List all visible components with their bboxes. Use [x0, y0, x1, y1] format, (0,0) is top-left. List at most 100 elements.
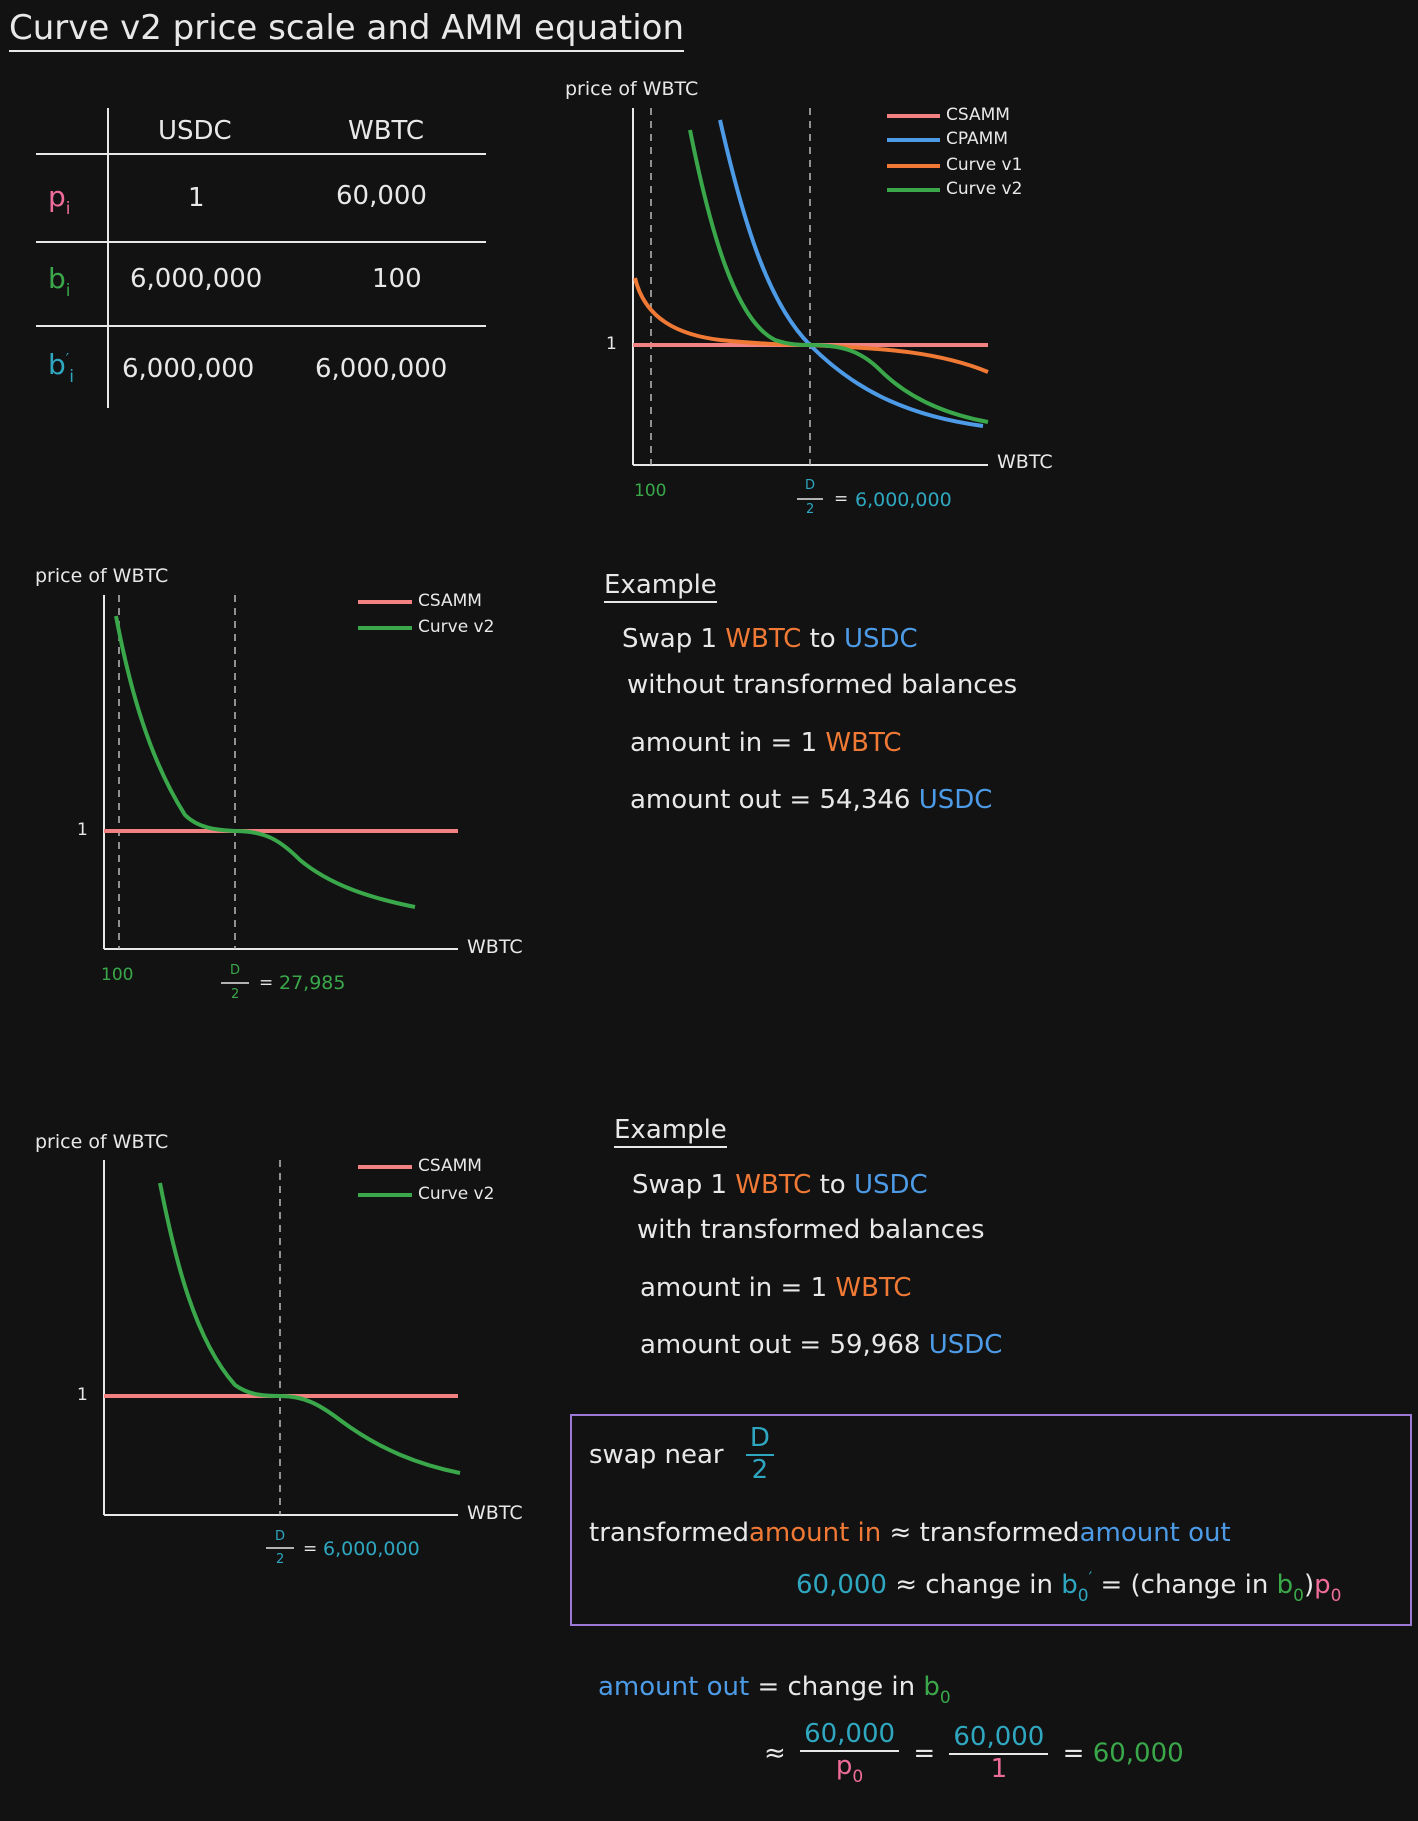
- box-bprime-b: b: [1061, 1570, 1078, 1600]
- table-cell-bprime-wbtc: 6,000,000: [315, 354, 448, 384]
- example2-token-in: WBTC: [735, 1170, 812, 1200]
- example1-swap-line: Swap 1 WBTC to USDC: [622, 624, 918, 654]
- table-cell-p-usdc: 1: [188, 183, 205, 213]
- chart3-d-eq: =: [303, 1539, 318, 1559]
- bottom-eq-change: = change in: [757, 1672, 916, 1702]
- chart1-d-value: 6,000,000: [855, 489, 952, 511]
- box-swap-near-label: swap near: [589, 1439, 724, 1470]
- table-cell-p-wbtc: 60,000: [336, 181, 427, 211]
- box-b0: b0: [1276, 1570, 1304, 1606]
- chart2-legend-curve-v2: Curve v2: [418, 617, 495, 637]
- chart1-d-den: 2: [806, 502, 815, 517]
- chart2-d-den: 2: [231, 987, 240, 1002]
- bottom-fraction-1: 60,000 p0: [800, 1719, 900, 1788]
- box-transformed-1: transformed: [589, 1518, 749, 1548]
- box-close: ): [1303, 1570, 1315, 1600]
- box-d-fraction: D 2: [745, 1423, 774, 1486]
- chart2: [103, 595, 458, 950]
- bottom-num1: 60,000: [800, 1719, 900, 1752]
- b-symbol: b: [48, 262, 66, 295]
- example1-amount-in: amount in = 1 WBTC: [630, 728, 901, 758]
- example1-amount-in-token: WBTC: [825, 728, 902, 758]
- box-transformed-2: transformed: [919, 1518, 1080, 1548]
- box-value: 60,000: [796, 1570, 887, 1600]
- example1-amount-in-label: amount in = 1: [630, 728, 818, 758]
- example2-amount-out: amount out = 59,968 USDC: [640, 1330, 1002, 1360]
- bottom-b0-sub: 0: [939, 1688, 951, 1708]
- chart1-d-num: D: [805, 478, 816, 493]
- table-header-wbtc: WBTC: [348, 116, 425, 146]
- box-change-in: ≈ change in: [895, 1570, 1053, 1600]
- bottom-amount-out: amount out: [598, 1672, 750, 1702]
- chart2-d-eq: =: [259, 973, 274, 993]
- box-line-2: transformedamount in ≈ transformedamount…: [589, 1518, 1231, 1548]
- example1-note: without transformed balances: [627, 670, 1018, 700]
- box-eq-open: = (change in: [1100, 1570, 1269, 1600]
- chart2-d-num: D: [230, 963, 241, 978]
- example1-token-in: WBTC: [725, 624, 802, 654]
- chart1-curve-v2: [688, 129, 989, 424]
- example1-amount-out-label: amount out = 54,346: [630, 785, 911, 815]
- table-cell-b-wbtc: 100: [372, 264, 422, 294]
- box-p0: p0: [1314, 1570, 1341, 1606]
- table-cell-b-usdc: 6,000,000: [130, 264, 263, 294]
- bottom-eq2: =: [1062, 1738, 1085, 1769]
- box-d-den: 2: [751, 1454, 769, 1485]
- chart3: [103, 1160, 461, 1516]
- bottom-den1: p0: [800, 1750, 899, 1788]
- chart1-ylabel: price of WBTC: [565, 78, 699, 100]
- chart1-curve-v1: [633, 277, 989, 374]
- chart2-ylabel: price of WBTC: [35, 565, 169, 587]
- example1-amount-out-token: USDC: [918, 785, 993, 815]
- example1-token-out: USDC: [843, 624, 918, 654]
- table-row-label-bprime: b′i: [48, 348, 74, 387]
- bprime-symbol: b: [48, 348, 66, 381]
- example2-swap-line: Swap 1 WBTC to USDC: [632, 1170, 928, 1200]
- chart2-y-tick-1: 1: [77, 820, 88, 840]
- table-header-usdc: USDC: [158, 116, 232, 146]
- chart3-y-tick-1: 1: [77, 1385, 88, 1405]
- box-p0-sub: 0: [1330, 1586, 1342, 1606]
- example2-amount-out-label: amount out = 59,968: [640, 1330, 921, 1360]
- bottom-result: 60,000: [1092, 1738, 1184, 1769]
- chart1-legend-csamm: CSAMM: [946, 105, 1010, 125]
- example2-note: with transformed balances: [637, 1215, 985, 1245]
- chart1-cpamm-curve: [718, 119, 984, 428]
- box-b0-sub: 0: [1293, 1586, 1304, 1606]
- table-cell-bprime-usdc: 6,000,000: [122, 354, 255, 384]
- box-d-num: D: [745, 1423, 774, 1456]
- bprime-mark: ′: [65, 350, 70, 368]
- example2-amount-out-token: USDC: [928, 1330, 1003, 1360]
- p-subscript: i: [65, 199, 71, 219]
- bottom-den1-p: p: [835, 1750, 853, 1781]
- example2-heading: Example: [614, 1115, 727, 1148]
- chart1-legend-cpamm: CPAMM: [946, 129, 1008, 149]
- bottom-fraction-2: 60,000 1: [949, 1722, 1049, 1785]
- chart1: [632, 108, 989, 466]
- table-grid: [36, 108, 486, 408]
- chart2-curve-v2: [114, 615, 416, 909]
- bottom-line-2: ≈ 60,000 p0 = 60,000 1 = 60,000: [764, 1719, 1184, 1788]
- chart1-xlabel: WBTC: [997, 451, 1053, 473]
- box-b0-b: b: [1276, 1570, 1294, 1600]
- example1-to: to: [809, 624, 836, 654]
- chart3-d-value: 6,000,000: [323, 1538, 420, 1560]
- bottom-den2: 1: [990, 1753, 1008, 1784]
- chart3-d-num: D: [275, 1529, 286, 1544]
- table-row-label-b: bi: [48, 262, 71, 301]
- chart2-d-value: 27,985: [279, 972, 346, 994]
- chart3-curve-v2: [158, 1182, 461, 1475]
- box-line-3: 60,000 ≈ change in b0′ = (change in b0)p…: [796, 1568, 1341, 1606]
- example2-swap-prefix: Swap 1: [632, 1170, 728, 1200]
- bottom-eq: =: [913, 1738, 936, 1769]
- bprime-subscript: i: [69, 367, 74, 387]
- transformed-swap-box: [570, 1414, 1412, 1626]
- example2-amount-in-label: amount in = 1: [640, 1273, 828, 1303]
- box-p0-p: p: [1314, 1570, 1331, 1600]
- chart1-y-tick-1: 1: [606, 334, 617, 354]
- chart1-legend-curve-v1: Curve v1: [946, 155, 1023, 175]
- example2-token-out: USDC: [853, 1170, 928, 1200]
- box-approx: ≈: [889, 1518, 912, 1548]
- bottom-b0: b0: [923, 1672, 950, 1708]
